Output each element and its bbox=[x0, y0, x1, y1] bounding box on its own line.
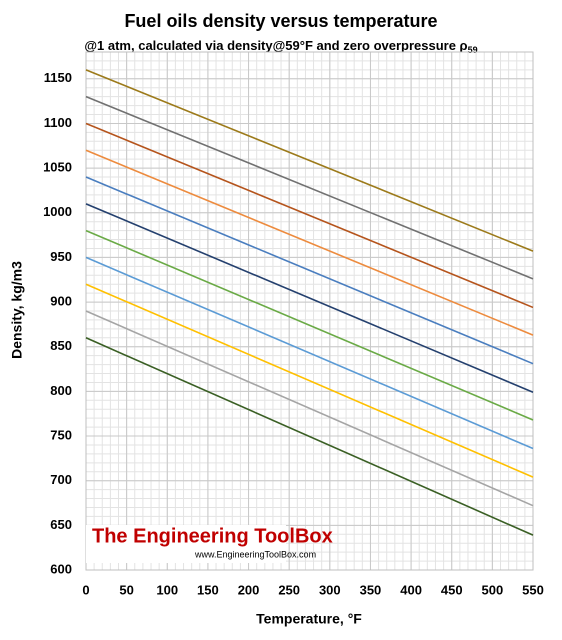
y-tick-label: 700 bbox=[50, 472, 72, 487]
x-tick-label: 100 bbox=[156, 582, 178, 597]
x-tick-label: 550 bbox=[522, 582, 544, 597]
chart-subtitle: @1 atm, calculated via density@59°F and … bbox=[84, 38, 477, 55]
series-line bbox=[85, 229, 534, 421]
y-tick-label: 950 bbox=[50, 249, 72, 264]
y-axis-label: Density, kg/m3 bbox=[9, 261, 25, 359]
series-line bbox=[85, 95, 534, 280]
series-line bbox=[85, 176, 534, 365]
x-axis-label: Temperature, °F bbox=[256, 611, 362, 627]
y-tick-label: 900 bbox=[50, 294, 72, 309]
plot bbox=[85, 51, 534, 571]
series-line bbox=[85, 149, 534, 336]
y-tick-label: 650 bbox=[50, 517, 72, 532]
series-line bbox=[85, 283, 534, 478]
series-line bbox=[85, 337, 534, 536]
watermark-bg bbox=[86, 525, 286, 563]
x-tick-label: 250 bbox=[278, 582, 300, 597]
watermark-url: www.EngineeringToolBox.com bbox=[194, 549, 316, 559]
y-tick-label: 1000 bbox=[43, 204, 72, 219]
x-tick-label: 0 bbox=[82, 582, 89, 597]
y-tick-label: 800 bbox=[50, 383, 72, 398]
x-tick-label: 200 bbox=[238, 582, 260, 597]
chart-title: Fuel oils density versus temperature bbox=[124, 11, 437, 31]
series-line bbox=[85, 310, 534, 507]
subtitle-subscript: 59 bbox=[468, 45, 478, 55]
series-line bbox=[85, 122, 534, 309]
x-tick-label: 350 bbox=[360, 582, 382, 597]
y-tick-label: 850 bbox=[50, 338, 72, 353]
watermark: The Engineering ToolBox bbox=[92, 525, 333, 547]
x-tick-label: 150 bbox=[197, 582, 219, 597]
x-tick-label: 300 bbox=[319, 582, 341, 597]
y-tick-label: 1050 bbox=[43, 160, 72, 175]
series-line bbox=[85, 256, 534, 450]
x-tick-label: 400 bbox=[400, 582, 422, 597]
y-tick-label: 750 bbox=[50, 427, 72, 442]
y-tick-label: 600 bbox=[50, 561, 72, 576]
y-tick-label: 1150 bbox=[44, 70, 72, 85]
series-line bbox=[85, 203, 534, 394]
x-tick-label: 450 bbox=[441, 582, 463, 597]
x-tick-label: 500 bbox=[482, 582, 504, 597]
series-line bbox=[85, 69, 534, 252]
y-tick-label: 1100 bbox=[44, 115, 72, 130]
x-tick-label: 50 bbox=[119, 582, 133, 597]
subtitle-text: @1 atm, calculated via density@59°F and … bbox=[84, 38, 467, 53]
